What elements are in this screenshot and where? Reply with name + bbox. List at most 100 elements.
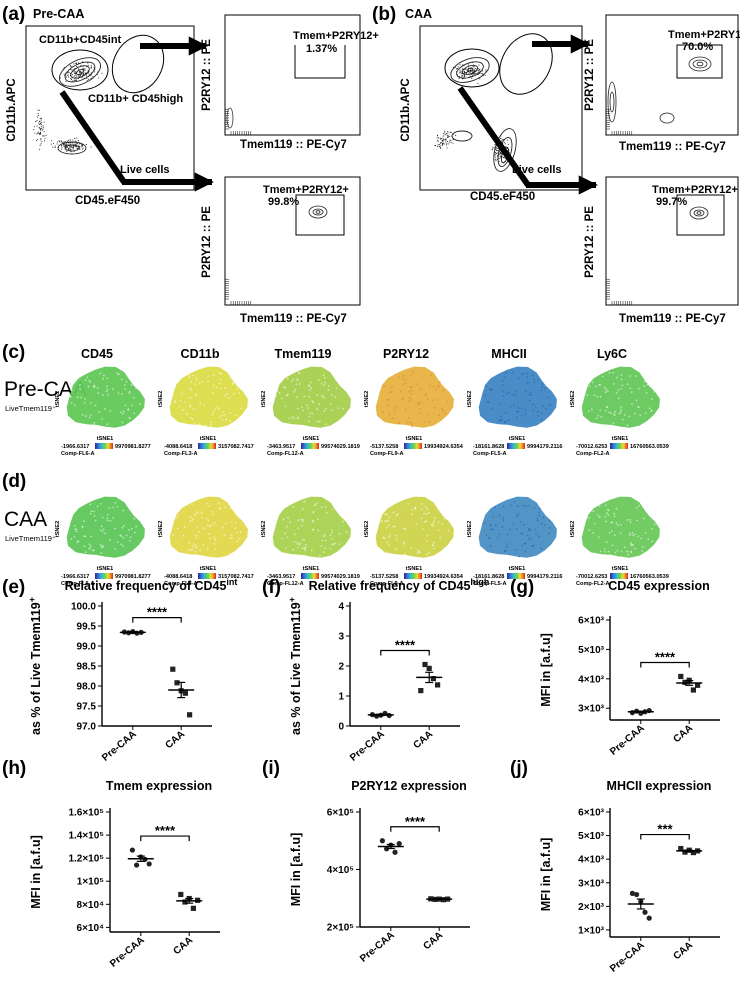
event-dot [450, 140, 452, 142]
tsne-x-axis: tSNE1 [97, 436, 113, 442]
tsne-event [207, 375, 210, 378]
colorbar-min: -70012.6253 [576, 444, 607, 450]
colorbar-max: 19934924.6354 [424, 444, 464, 450]
tsne-event [104, 532, 107, 535]
tsne-event [610, 412, 613, 414]
chart-title: Relative frequency of CD45high [309, 577, 490, 593]
event-dot [86, 77, 88, 79]
event-dot [461, 74, 463, 76]
tsne-event [524, 550, 527, 553]
tsne-event [183, 526, 186, 528]
tsne-event [93, 549, 95, 552]
tsne-x-axis: tSNE1 [509, 436, 525, 442]
event-dot [39, 144, 41, 146]
event-dot [42, 127, 44, 129]
event-dot [447, 132, 449, 134]
event-dot [84, 70, 86, 72]
tsne-event [331, 508, 334, 510]
tsne-event [89, 503, 92, 506]
tsne-event [195, 534, 197, 537]
pct-high-b: 70.0% [682, 41, 713, 53]
tsne-event [224, 413, 226, 416]
tsne-event [83, 520, 86, 522]
event-dot [76, 66, 78, 68]
tsne-event [331, 394, 333, 396]
tsne-event [94, 404, 97, 407]
sub-high-b-frame [605, 14, 739, 136]
event-dot [42, 125, 44, 127]
data-point [170, 666, 176, 672]
tsne-event [606, 512, 609, 515]
tsne-event [79, 388, 82, 391]
tsne-event [526, 376, 528, 379]
colorbar-channel: Comp-FL5-A [473, 451, 507, 457]
y-tick-label: 5×10³ [578, 645, 605, 656]
tsne-event [112, 388, 114, 391]
tsne-event [88, 548, 91, 550]
tsne-event [606, 406, 609, 409]
event-dot [36, 125, 38, 127]
tsne-event [313, 504, 316, 507]
event-dot [85, 143, 87, 146]
tsne-event [324, 539, 327, 542]
tsne-event [626, 424, 629, 427]
tsne-event [198, 423, 201, 426]
colorbar-channel: Comp-FL2-A [576, 581, 610, 587]
tsne-event [75, 528, 78, 531]
tsne-event [202, 527, 205, 530]
tsne-event [283, 386, 286, 389]
tsne-x-axis: tSNE1 [200, 436, 216, 442]
event-dot [77, 140, 80, 142]
significance-bracket [640, 833, 690, 840]
tsne-event [505, 392, 508, 395]
sub-y-label-b1: P2RY12 :: PE [584, 39, 596, 111]
sub-plot-ticks [606, 278, 633, 305]
tsne-event [219, 372, 222, 375]
panel-label-g: (g) [510, 577, 534, 598]
tsne-event [388, 399, 390, 401]
tsne-event [114, 527, 117, 530]
event-dot [459, 72, 461, 74]
event-dot [443, 142, 445, 144]
dot-plot: Relative frequency of CD45int as % of Liv… [27, 577, 237, 764]
event-dot [450, 142, 452, 144]
gate-int-label-a: CD11b+CD45int [39, 34, 122, 46]
tsne-event [121, 392, 124, 395]
data-point [187, 712, 193, 718]
y-tick-label: 4×10⁵ [327, 865, 355, 876]
tsne-event [121, 412, 124, 415]
tsne-event [417, 549, 419, 552]
event-dot [69, 65, 71, 67]
tsne-event [337, 407, 340, 410]
tsne-cluster [581, 366, 660, 428]
tsne-event [86, 376, 89, 379]
tsne-event [103, 374, 105, 377]
main-plot-b-frame [419, 25, 583, 191]
sub-plot-ticks [225, 108, 252, 135]
event-dot [41, 129, 43, 131]
tsne-event [307, 385, 310, 388]
tsne-event [190, 416, 193, 419]
tsne-event [201, 516, 204, 519]
tsne-event [490, 388, 493, 391]
tsne-event [320, 506, 323, 509]
event-dot [442, 133, 444, 135]
tsne-event [131, 404, 133, 407]
tsne-event [420, 502, 423, 505]
tsne-y-axis: tSNE2 [261, 521, 267, 537]
event-dot [94, 71, 96, 73]
event-dot [52, 146, 54, 148]
event-dot [76, 79, 78, 81]
tsne-event [124, 387, 127, 390]
tsne-event [430, 524, 433, 526]
tsne-event [84, 379, 87, 381]
tsne-event [100, 525, 103, 528]
tsne-event [419, 388, 422, 391]
tsne-event [528, 399, 531, 402]
tsne-event [100, 546, 103, 548]
tsne-event [541, 385, 544, 388]
data-point [435, 682, 441, 688]
event-dot [504, 141, 506, 143]
tsne-event [410, 393, 413, 395]
tsne-event [211, 510, 213, 513]
